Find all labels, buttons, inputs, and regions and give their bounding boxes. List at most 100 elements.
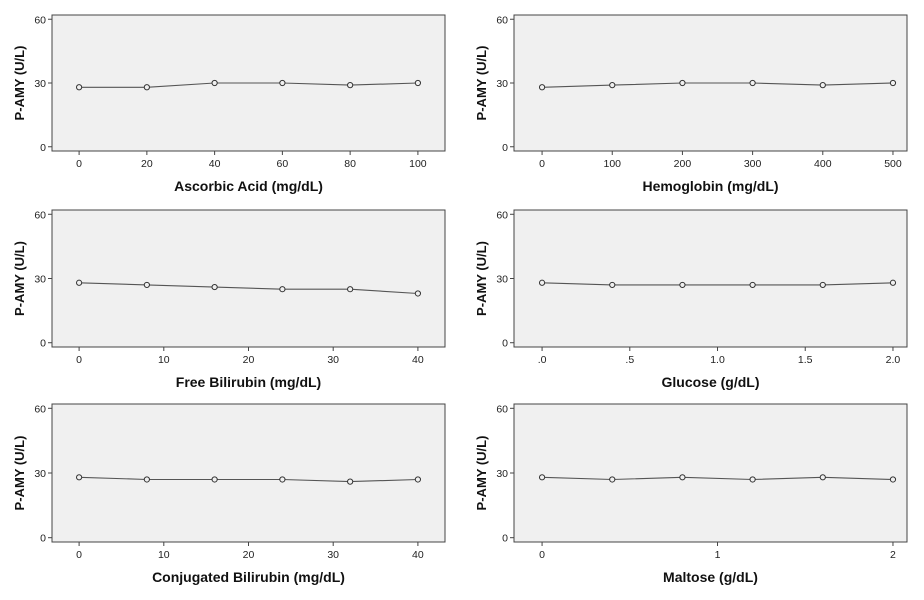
data-point [76,279,83,286]
y-tick-label: 0 [502,338,508,350]
data-point [538,474,546,481]
data-point [609,82,616,89]
data-point [679,281,686,289]
x-tick-label: 20 [243,549,255,561]
x-tick-label: 300 [744,158,762,170]
data-point [749,79,756,87]
data-point [211,283,218,291]
data-point [211,79,218,87]
data-point [889,79,897,87]
y-tick-label: 30 [496,274,508,286]
x-tick-label: 10 [158,549,170,561]
x-tick-label: 200 [674,158,692,170]
data-point [279,286,286,293]
series-line [542,476,894,481]
data-point [538,84,546,91]
y-tick-label: 60 [34,403,46,415]
x-axis-title: Free Bilirubin (mg/dL) [176,374,321,390]
y-tick-label: 30 [34,468,46,480]
data-point [347,478,354,485]
y-tick-label: 0 [40,533,46,545]
data-point [347,286,354,293]
data-point [819,82,826,89]
x-tick-label: 20 [141,158,153,170]
x-tick-label: 0 [76,158,82,170]
data-point [414,476,421,483]
data-point [819,281,826,289]
x-tick-label: .0 [538,354,547,366]
x-tick-label: 40 [412,354,424,366]
y-axis-title: P-AMY (U/L) [12,46,27,121]
x-tick-label: 60 [277,158,289,170]
chart-panel: 0 30 60 0 1 2 Maltose (g/dL) P-AMY (U/L) [474,403,908,585]
y-axis-title: P-AMY (U/L) [474,46,489,121]
plot-area [513,209,908,348]
y-tick-label: 0 [502,533,508,545]
data-point [538,279,546,286]
x-tick-label: 0 [539,549,545,561]
series-line [79,82,418,88]
x-tick-label: 1.0 [710,354,725,366]
data-point [609,281,616,289]
series-line [542,282,894,286]
x-tick-label: 0 [76,354,82,366]
x-tick-label: 20 [243,354,255,366]
data-point [679,474,686,481]
data-point [279,476,286,483]
y-tick-label: 60 [496,14,508,26]
data-point [609,476,616,483]
y-axis-title: P-AMY (U/L) [12,241,27,316]
x-tick-label: 100 [409,158,427,170]
plot-area [513,403,908,543]
x-tick-label: 1.5 [798,354,813,366]
chart-panel: 0 30 60 0 100 200 300 400 500 Hemoglobin (mg/dL) P… [474,14,908,194]
series-line [79,282,418,295]
data-point [143,476,150,483]
data-point [889,279,897,286]
y-axis-title: P-AMY (U/L) [474,436,489,511]
x-tick-label: 30 [327,549,339,561]
chart-panel: 0 30 60 0 10 20 30 40 Conjugated Bilirubin (mg/d… [12,403,446,585]
data-point [76,474,83,481]
x-axis-title: Conjugated Bilirubin (mg/dL) [152,569,345,585]
y-axis-title: P-AMY (U/L) [12,436,27,511]
x-axis-title: Hemoglobin (mg/dL) [642,178,778,194]
data-point [679,79,686,87]
data-point [347,82,354,89]
data-point [414,79,421,87]
plot-area [51,209,446,348]
y-tick-label: 30 [496,78,508,90]
x-tick-label: 0 [76,549,82,561]
y-tick-label: 30 [34,274,46,286]
y-tick-label: 30 [496,468,508,480]
x-tick-label: 10 [158,354,170,366]
chart-panel: 0 30 60 0 10 20 30 40 Free Bilirubin (mg/dL) P-AM… [12,209,446,390]
x-tick-label: 80 [344,158,356,170]
chart-panel: 0 30 60 0 20 40 60 80 100 Ascorbic Acid (mg/dL) P-… [12,14,446,194]
x-axis-title: Ascorbic Acid (mg/dL) [174,178,323,194]
x-tick-label: 100 [603,158,621,170]
x-tick-label: 2.0 [886,354,901,366]
series-line [542,82,894,88]
y-tick-label: 60 [496,209,508,221]
x-tick-label: 2 [890,549,896,561]
data-point [279,79,286,87]
x-tick-label: 500 [884,158,902,170]
data-point [143,84,150,91]
data-point [414,290,421,297]
x-tick-label: 30 [327,354,339,366]
y-tick-label: 30 [34,78,46,90]
x-tick-label: 40 [209,158,221,170]
x-tick-label: 40 [412,549,424,561]
y-tick-label: 60 [34,14,46,26]
y-tick-label: 0 [502,142,508,154]
y-axis-title: P-AMY (U/L) [474,241,489,316]
data-point [819,474,826,481]
data-point [749,281,756,289]
y-tick-label: 0 [40,142,46,154]
data-point [143,281,150,289]
data-point [749,476,756,483]
y-tick-label: 0 [40,338,46,350]
y-tick-label: 60 [496,403,508,415]
